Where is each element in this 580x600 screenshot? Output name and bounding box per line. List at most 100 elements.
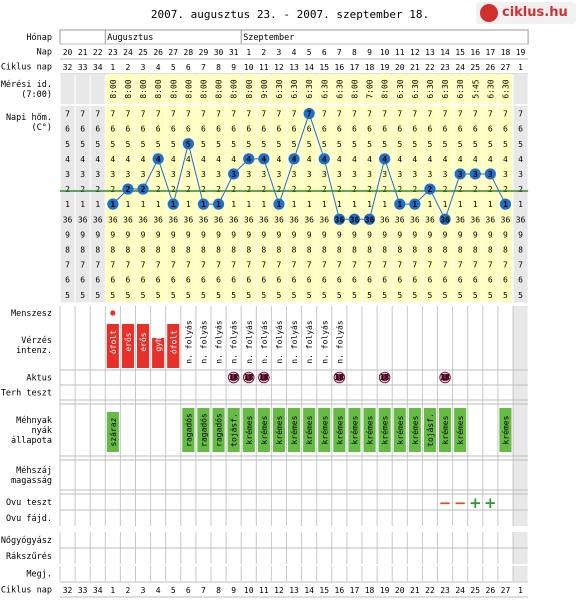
temp-grid-label: 8 [307, 245, 312, 254]
temp-grid-label: 6 [231, 276, 236, 285]
temp-grid-label: 6 [322, 276, 327, 285]
temp-grid-label: 9 [428, 230, 433, 239]
temp-column [483, 106, 498, 303]
cycle-day: 21 [410, 63, 420, 72]
lower-column [468, 306, 483, 526]
temp-grid-label: 7 [80, 261, 85, 270]
day-number: 9 [367, 48, 372, 57]
cycle-day-bottom: 8 [216, 586, 221, 595]
cycle-day: 17 [350, 63, 360, 72]
note-column [422, 566, 437, 581]
temperature-point-label: 1 [171, 200, 176, 209]
temp-grid-label: 5 [382, 291, 387, 300]
bleeding-bar [152, 338, 165, 368]
bleeding-text: gyhe [154, 332, 163, 351]
temp-grid-label: 7 [95, 261, 100, 270]
temp-grid-label: 6 [231, 125, 236, 134]
temp-grid-label: 5 [518, 291, 523, 300]
temp-grid-label: 5 [201, 291, 206, 300]
temp-grid-label: 5 [126, 140, 131, 149]
note-column [105, 566, 120, 581]
time-cell [498, 74, 513, 104]
note-column [287, 566, 302, 581]
cycle-day: 34 [93, 63, 103, 72]
temp-grid-label: 3 [261, 170, 266, 179]
temp-grid-label: 8 [201, 245, 206, 254]
temperature-point [394, 198, 406, 210]
time-cell [136, 74, 151, 104]
bleeding-text: ófolt [108, 330, 118, 354]
temp-grid-label: 7 [397, 110, 402, 119]
temp-grid-label: 6 [443, 125, 448, 134]
temp-grid-label: 6 [171, 276, 176, 285]
temp-grid-label: 8 [171, 245, 176, 254]
temp-grid-label: 4 [337, 155, 342, 164]
day-number: 22 [93, 48, 103, 57]
temp-grid-label: 5 [473, 291, 478, 300]
temp-grid-label: 8 [337, 245, 342, 254]
aktus-icon [333, 371, 346, 384]
temp-grid-label: 1 [246, 200, 251, 209]
cycle-day-bottom: 20 [395, 586, 405, 595]
temperature-point-label: 7 [307, 110, 312, 119]
temp-grid-label: 6 [186, 125, 191, 134]
temp-grid-label: 8 [397, 245, 402, 254]
temperature-point [258, 153, 270, 165]
label-ciklus-nap: Ciklus nap [1, 63, 52, 73]
temp-grid-label: 5 [246, 140, 251, 149]
temp-column [60, 106, 75, 303]
cycle-day-bottom: 32 [63, 586, 73, 595]
temp-grid-label: 3 [412, 170, 417, 179]
bleeding-text: n. folyás [230, 320, 239, 364]
temp-grid-label: 7 [156, 261, 161, 270]
temp-grid-label: 7 [231, 110, 236, 119]
cycle-day-bottom: 15 [319, 586, 329, 595]
day-number: 25 [138, 48, 148, 57]
temp-grid-label: 3 [80, 170, 85, 179]
bleeding-bar [137, 324, 150, 368]
label-nogyogyasz: Nőgyógyász [1, 535, 52, 546]
temp-grid-label: 9 [473, 230, 478, 239]
temp-grid-label: 2 [397, 185, 402, 194]
day-number: 29 [199, 48, 209, 57]
temp-grid-label: 36 [78, 215, 88, 224]
temp-column [181, 106, 196, 303]
temp-grid-label: 3 [65, 170, 70, 179]
temp-grid-label: 5 [488, 291, 493, 300]
temp-grid-label: 7 [473, 110, 478, 119]
temp-grid-label: 6 [65, 276, 70, 285]
temp-grid-label: 1 [458, 200, 463, 209]
temp-grid-label: 9 [503, 230, 508, 239]
time-cell [196, 74, 211, 104]
bleeding-text: n. folyás [320, 320, 329, 364]
temp-grid-label: 3 [156, 170, 161, 179]
temp-grid-label: 9 [337, 230, 342, 239]
temp-grid-label: 3 [246, 170, 251, 179]
mucus-bar [393, 408, 406, 452]
temp-grid-label: 9 [292, 230, 297, 239]
temp-grid-label: 36 [470, 215, 480, 224]
temp-grid-label: 7 [201, 261, 206, 270]
bleeding-text: n. folyás [245, 320, 254, 364]
temp-grid-label: 7 [352, 110, 357, 119]
temp-grid-label: 7 [458, 110, 463, 119]
temp-grid-label: 8 [443, 245, 448, 254]
temp-grid-label: 6 [412, 276, 417, 285]
temperature-point-label: 36 [440, 215, 450, 224]
temp-grid-label: 4 [518, 155, 523, 164]
temp-grid-label: 36 [123, 215, 133, 224]
lower-column [90, 306, 105, 526]
day-number: 19 [516, 48, 526, 57]
temp-grid-label: 36 [395, 215, 405, 224]
day-number: 15 [455, 48, 465, 57]
temp-grid-label: 5 [95, 291, 100, 300]
temperature-point-label: 4 [246, 155, 251, 164]
ciklus-logo[interactable]: ciklus.hu [476, 2, 576, 24]
cycle-day: 20 [395, 63, 405, 72]
label-napi-hom: Napi hőm. [6, 113, 52, 123]
temp-grid-label: 5 [231, 291, 236, 300]
temp-column [362, 106, 377, 303]
time-cell [362, 74, 377, 104]
temperature-point [469, 168, 481, 180]
temperature-point [363, 213, 376, 225]
